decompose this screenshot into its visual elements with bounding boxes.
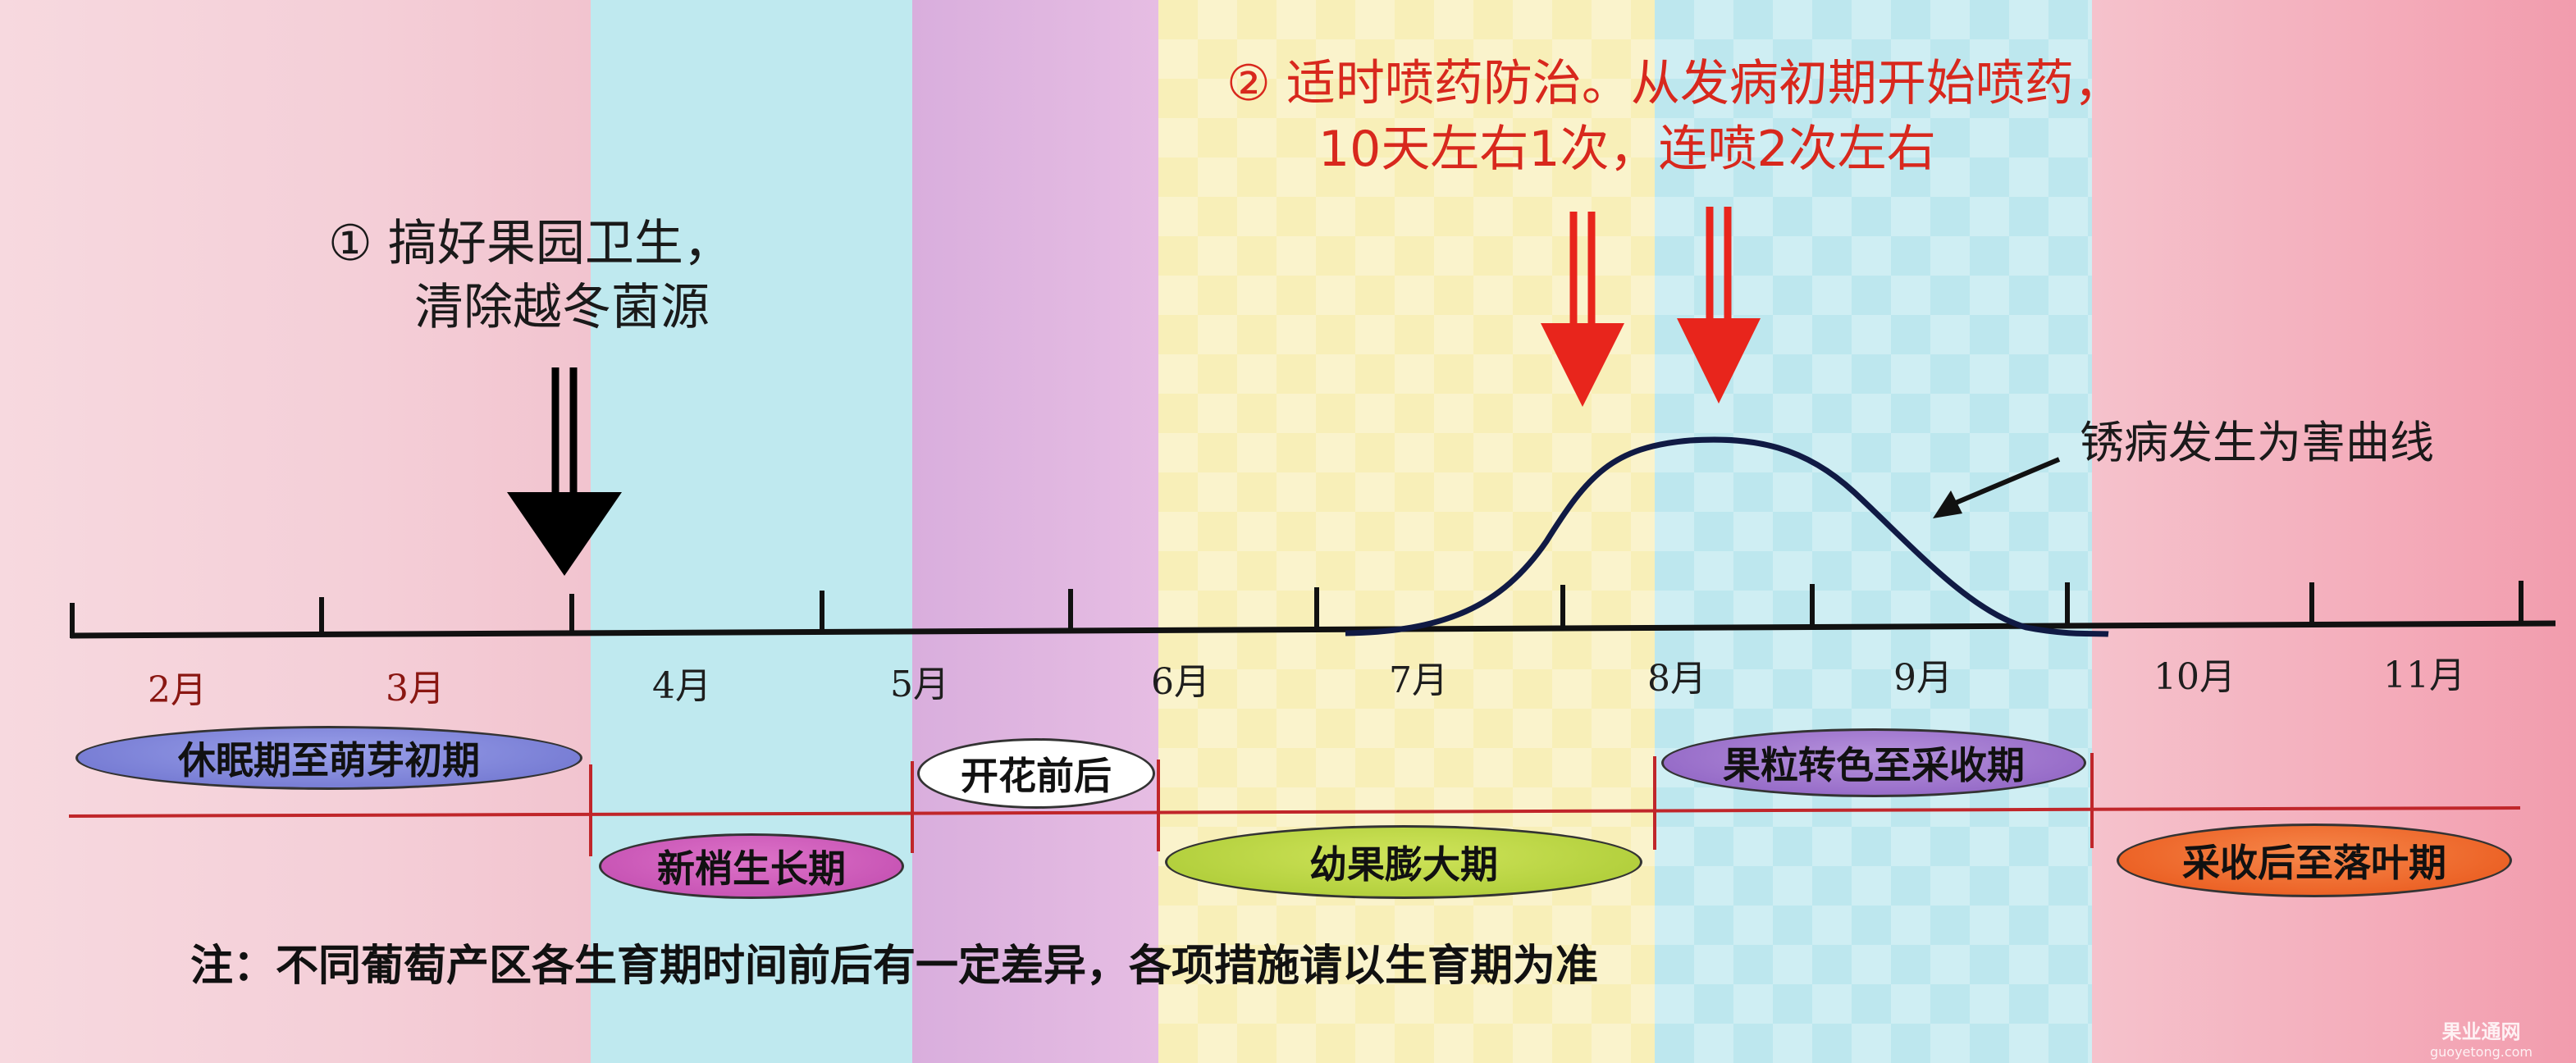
band-berry-color-pattern [1655,0,2092,1063]
sanitation-note-line2: 清除越冬菌源 [414,279,710,336]
month-label: 5月 [890,664,949,705]
stage-flowering: 开花前后 [917,738,1155,809]
month-label: 10月 [2154,656,2236,698]
watermark: 果业通网 guoyetong.com [2430,1015,2533,1060]
stage-berry-color: 果粒转色至采收期 [1661,728,2086,797]
band-berry-color [1655,0,2092,1063]
month-label: 2月 [148,669,207,711]
watermark-line1: 果业通网 [2441,1020,2521,1043]
month-label: 11月 [2383,655,2465,696]
sanitation-note-line1: ① 搞好果园卫生， [328,215,733,272]
month-label: 7月 [1389,659,1448,701]
spray-arrow-1 [1541,212,1624,407]
curve-pointer-line [1944,457,2061,509]
spray-note: ② 适时喷药防治。从发病初期开始喷药， 10天左右1次，连喷2次左右 [1226,51,2123,182]
rust-disease-curve [1345,436,2109,637]
stage-separators [589,753,2094,856]
month-label: 9月 [1893,657,1953,699]
spray-arrow-2 [1677,207,1761,404]
stage-fruit-expansion-label: 幼果膨大期 [1309,842,1498,887]
curve-pointer-head [1933,490,1962,518]
curve-label: 锈病发生为害曲线 [2080,417,2434,468]
month-label: 4月 [652,665,711,707]
sanitation-arrow [507,367,622,576]
stage-shoot-growth-label: 新梢生长期 [657,846,846,891]
stage-divider-line [68,806,2521,818]
watermark-line2: guoyetong.com [2430,1044,2533,1060]
axis-ticks [70,581,2523,638]
spray-note-line1: ② 适时喷药防治。从发病初期开始喷药， [1226,55,2123,112]
stage-dormancy-label: 休眠期至萌芽初期 [178,738,480,782]
month-label: 3月 [386,668,445,709]
stage-post-harvest: 采收后至落叶期 [2117,823,2512,897]
time-axis [70,620,2556,639]
stage-shoot-growth: 新梢生长期 [599,833,904,899]
sanitation-note: ① 搞好果园卫生， 清除越冬菌源 [328,212,733,340]
stage-berry-color-label: 果粒转色至采收期 [1723,743,2025,787]
footnote: 注：不同葡萄产区各生育期时间前后有一定差异，各项措施请以生育期为准 [190,942,1599,991]
band-dormancy [0,0,591,1063]
stage-flowering-label: 开花前后 [961,754,1112,798]
band-flowering [912,0,1158,1063]
month-label: 6月 [1151,661,1210,703]
stage-post-harvest-label: 采收后至落叶期 [2182,841,2446,885]
spray-note-line2: 10天左右1次，连喷2次左右 [1318,121,1936,178]
stage-dormancy: 休眠期至萌芽初期 [75,726,582,790]
month-label: 8月 [1647,658,1706,700]
stage-fruit-expansion: 幼果膨大期 [1165,825,1642,899]
